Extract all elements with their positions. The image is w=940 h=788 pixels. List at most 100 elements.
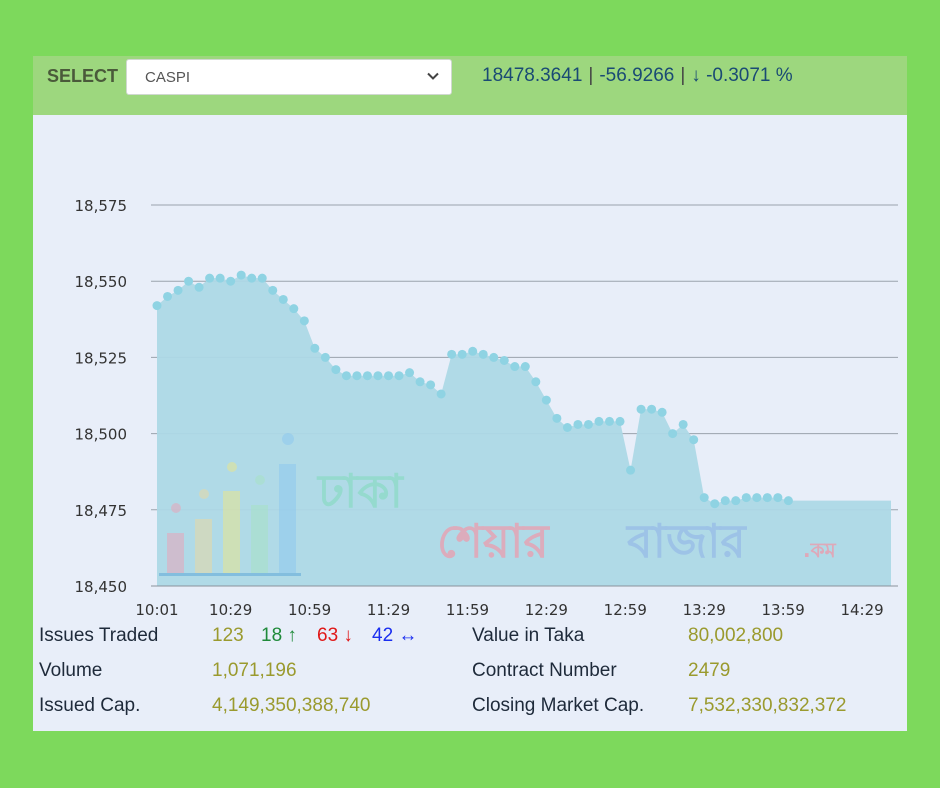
- data-point: [583, 419, 593, 429]
- data-point: [647, 404, 657, 414]
- data-point: [573, 419, 583, 429]
- data-point: [362, 371, 372, 381]
- data-point: [626, 465, 636, 475]
- x-tick-label: 10:01: [135, 601, 178, 619]
- divider: |: [680, 65, 686, 86]
- value-in-taka-label: Value in Taka: [472, 625, 585, 646]
- watermark-line2b: বাজার: [625, 514, 747, 568]
- y-tick-label: 18,525: [75, 349, 128, 367]
- data-point: [552, 413, 562, 423]
- data-point: [741, 493, 751, 503]
- arrow-down-icon: ↓: [691, 65, 701, 86]
- unchanged-count: 42 ↔: [372, 625, 418, 646]
- data-point: [394, 371, 404, 381]
- data-point: [194, 282, 204, 292]
- watermark-logo: ঢাকা শেয়ার বাজার .কম: [159, 433, 837, 576]
- volume-value: 1,071,196: [212, 660, 297, 681]
- y-tick-label: 18,450: [75, 578, 128, 596]
- data-point: [594, 416, 604, 426]
- data-point: [478, 349, 488, 359]
- data-point: [426, 380, 436, 390]
- data-point: [720, 496, 730, 506]
- data-point: [636, 404, 646, 414]
- data-point: [299, 316, 309, 326]
- data-point: [152, 301, 162, 311]
- price-chart: 18,575 18,550 18,525 18,500 18,475 18,450 10:…: [75, 197, 898, 619]
- y-tick-label: 18,575: [75, 197, 128, 215]
- watermark-line1: ঢাকা: [316, 464, 405, 518]
- declined-count: 63 ↓: [317, 625, 353, 646]
- data-point: [415, 377, 425, 387]
- data-point: [247, 273, 257, 283]
- watermark-line2a: শেয়ার: [437, 514, 550, 568]
- data-point: [341, 371, 351, 381]
- contract-number-label: Contract Number: [472, 660, 617, 681]
- data-point: [278, 294, 288, 304]
- data-point: [499, 355, 509, 365]
- data-point: [773, 493, 783, 503]
- watermark-suffix: .কম: [803, 538, 837, 562]
- data-point: [236, 270, 246, 280]
- data-points: [152, 270, 793, 509]
- data-point: [699, 493, 709, 503]
- volume-label: Volume: [39, 660, 103, 681]
- data-point: [405, 368, 415, 378]
- index-quote: 18478.3641 | -56.9266 | ↓ -0.3071 %: [482, 65, 793, 87]
- data-point: [268, 285, 278, 295]
- select-label: SELECT: [47, 66, 119, 86]
- y-tick-label: 18,550: [75, 273, 128, 291]
- y-tick-label: 18,475: [75, 502, 128, 520]
- data-point: [226, 276, 236, 286]
- data-point: [205, 273, 215, 283]
- x-tick-label: 10:29: [209, 601, 252, 619]
- arrow-both-icon: ↔: [398, 625, 418, 646]
- data-point: [320, 352, 330, 362]
- last-value: 18478.3641: [482, 65, 583, 86]
- data-point: [689, 435, 699, 445]
- data-point: [447, 349, 457, 359]
- x-tick-label: 12:59: [604, 601, 647, 619]
- symbol-select[interactable]: CASPI: [126, 59, 452, 95]
- data-point: [783, 496, 793, 506]
- issued-cap-label: Issued Cap.: [39, 695, 141, 716]
- arrow-down-icon: ↓: [343, 625, 353, 646]
- data-point: [541, 395, 551, 405]
- divider: |: [588, 65, 594, 86]
- y-axis-ticks: 18,575 18,550 18,525 18,500 18,475 18,450: [75, 197, 128, 596]
- header-bar: SELECT CASPI 18478.3641 | -56.9266 | ↓ -0.30…: [33, 56, 907, 115]
- arrow-up-icon: ↑: [287, 625, 297, 646]
- data-point: [373, 371, 383, 381]
- price-area: [157, 275, 891, 586]
- data-point: [215, 273, 225, 283]
- x-tick-label: 11:59: [446, 601, 489, 619]
- data-point: [310, 343, 320, 353]
- data-point: [678, 419, 688, 429]
- data-point: [457, 349, 467, 359]
- data-point: [710, 499, 720, 509]
- data-point: [520, 362, 530, 372]
- change-value: -56.9266: [599, 65, 675, 86]
- data-point: [352, 371, 362, 381]
- closing-cap-value: 7,532,330,832,372: [688, 695, 847, 716]
- issues-traded-value: 123: [212, 625, 244, 646]
- data-point: [468, 346, 478, 356]
- contract-number: 2479: [688, 660, 731, 681]
- data-point: [384, 371, 394, 381]
- issued-cap-value: 4,149,350,388,740: [212, 695, 371, 716]
- x-tick-label: 10:59: [288, 601, 331, 619]
- chevron-down-icon: [427, 72, 439, 80]
- advanced-count: 18 ↑: [261, 625, 297, 646]
- x-tick-label: 13:59: [762, 601, 805, 619]
- change-percent: -0.3071 %: [706, 65, 793, 86]
- x-tick-label: 13:29: [683, 601, 726, 619]
- x-tick-label: 12:29: [525, 601, 568, 619]
- data-point: [752, 493, 762, 503]
- data-point: [531, 377, 541, 387]
- x-tick-label: 11:29: [367, 601, 410, 619]
- data-point: [615, 416, 625, 426]
- logo-bars-icon: [159, 433, 301, 576]
- data-point: [510, 362, 520, 372]
- data-point: [257, 273, 267, 283]
- index-card: SELECT CASPI 18478.3641 | -56.9266 | ↓ -0.30…: [33, 56, 907, 731]
- data-point: [657, 407, 667, 417]
